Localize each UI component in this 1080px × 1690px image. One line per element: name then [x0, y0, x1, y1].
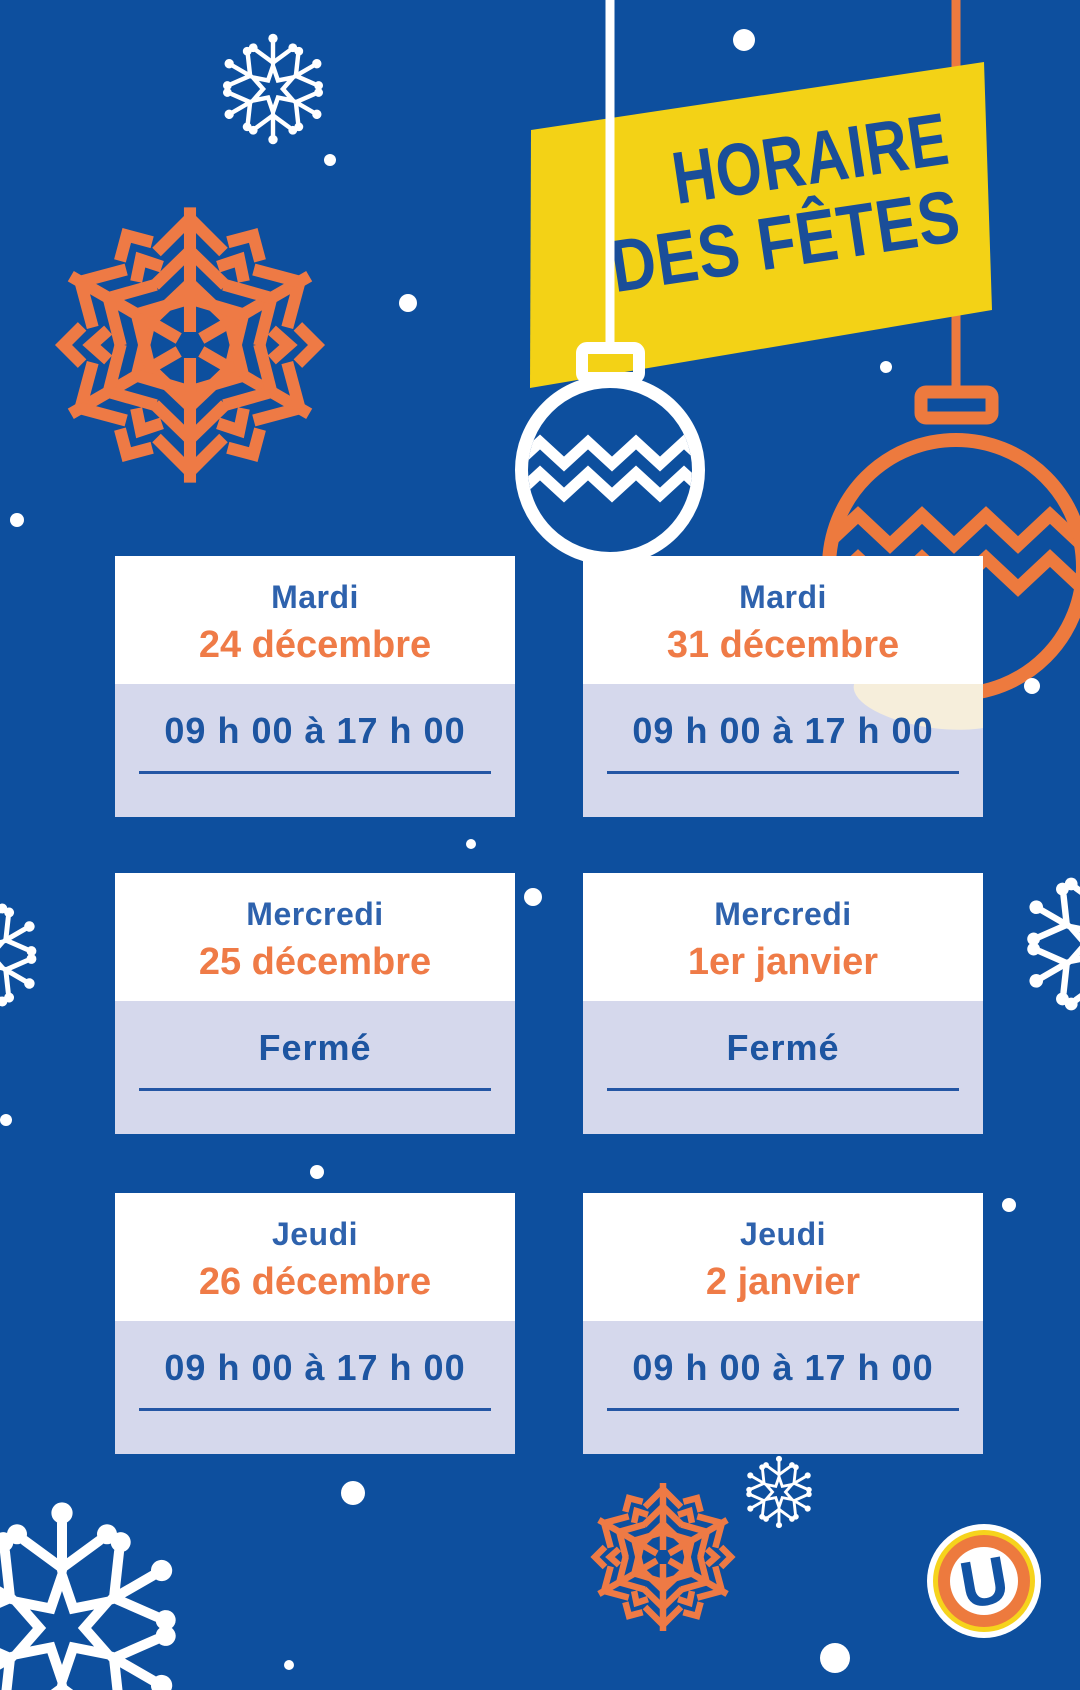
day-label: Jeudi — [271, 1216, 359, 1252]
schedule-card-jan1: Mercredi 1er janvier Fermé — [583, 873, 983, 1134]
card-header: Jeudi 2 janvier — [583, 1193, 983, 1321]
hours-underline — [139, 771, 491, 774]
schedule-card-dec31: Mardi 31 décembre 09 h 00 à 17 h 00 — [583, 556, 983, 817]
card-header: Mardi 24 décembre — [115, 556, 515, 684]
card-hours-band: 09 h 00 à 17 h 00 — [115, 684, 515, 817]
hours-label: 09 h 00 à 17 h 00 — [164, 1347, 466, 1388]
day-label: Mercredi — [246, 896, 384, 932]
hours-label: 09 h 00 à 17 h 00 — [164, 710, 466, 751]
date-label: 1er janvier — [687, 941, 879, 983]
schedule-card-jan2: Jeudi 2 janvier 09 h 00 à 17 h 00 — [583, 1193, 983, 1454]
schedule-card-dec24: Mardi 24 décembre 09 h 00 à 17 h 00 — [115, 556, 515, 817]
day-label: Mardi — [739, 579, 827, 615]
schedule-card-dec26: Jeudi 26 décembre 09 h 00 à 17 h 00 — [115, 1193, 515, 1454]
large-orange-snowflake-icon — [31, 207, 349, 482]
day-label: Jeudi — [739, 1216, 827, 1252]
hours-label: Fermé — [258, 1027, 372, 1068]
card-hours-band: 09 h 00 à 17 h 00 — [115, 1321, 515, 1454]
hours-label: 09 h 00 à 17 h 00 — [632, 1347, 934, 1388]
topleft-white-snowflake-icon — [213, 34, 333, 145]
card-header: Mardi 31 décembre — [583, 556, 983, 684]
card-header: Mercredi 25 décembre — [115, 873, 515, 1001]
card-hours-band: 09 h 00 à 17 h 00 — [583, 684, 983, 817]
card-header: Mercredi 1er janvier — [583, 873, 983, 1001]
small-orange-snowflake-icon — [578, 1483, 749, 1631]
date-label: 2 janvier — [705, 1261, 861, 1303]
date-label: 26 décembre — [198, 1261, 432, 1303]
rightedge-white-snowflake-icon — [1013, 864, 1080, 1025]
leftedge-white-snowflake-icon — [0, 893, 48, 1018]
white-ornament-string — [605, 0, 615, 352]
hours-underline — [607, 1088, 959, 1091]
card-hours-band: Fermé — [583, 1001, 983, 1134]
card-header: Jeudi 26 décembre — [115, 1193, 515, 1321]
day-label: Mercredi — [714, 896, 852, 932]
day-label: Mardi — [271, 579, 359, 615]
hours-label: Fermé — [726, 1027, 840, 1068]
card-hours-band: 09 h 00 à 17 h 00 — [583, 1321, 983, 1454]
bottomleft-white-snowflake-icon — [0, 1502, 198, 1690]
title-banner: HORAIRE DES FÊTES — [530, 62, 992, 388]
hours-underline — [607, 771, 959, 774]
card-hours-band: Fermé — [115, 1001, 515, 1134]
u-brand-logo: U — [927, 1524, 1041, 1638]
date-label: 31 décembre — [666, 624, 900, 666]
schedule-card-dec25: Mercredi 25 décembre Fermé — [115, 873, 515, 1134]
hours-underline — [139, 1408, 491, 1411]
date-label: 24 décembre — [198, 624, 432, 666]
bottomcenter-white-snowflake-icon — [740, 1456, 819, 1528]
hours-underline — [607, 1408, 959, 1411]
date-label: 25 décembre — [198, 941, 432, 983]
hours-underline — [139, 1088, 491, 1091]
hours-label: 09 h 00 à 17 h 00 — [632, 710, 934, 751]
